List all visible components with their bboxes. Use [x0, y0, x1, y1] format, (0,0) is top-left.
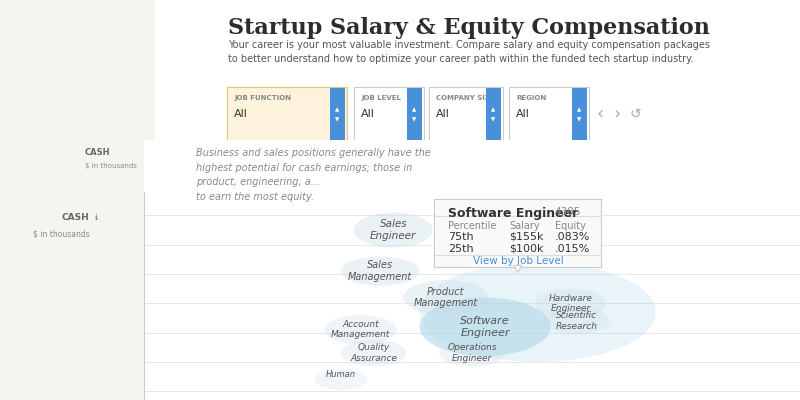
- Text: JOB FUNCTION: JOB FUNCTION: [234, 95, 291, 101]
- Text: $ in thousands: $ in thousands: [85, 163, 137, 170]
- Ellipse shape: [419, 262, 656, 362]
- Ellipse shape: [544, 308, 610, 334]
- Text: 25th: 25th: [448, 244, 474, 254]
- Text: ℹ: ℹ: [95, 213, 98, 222]
- FancyBboxPatch shape: [354, 87, 424, 141]
- Text: Operations
Engineer: Operations Engineer: [447, 344, 497, 363]
- Text: 75th: 75th: [448, 232, 474, 242]
- FancyBboxPatch shape: [509, 87, 589, 141]
- Ellipse shape: [439, 340, 505, 366]
- Text: Equity: Equity: [554, 221, 586, 231]
- Text: Your career is your most valuable investment. Compare salary and equity compensa: Your career is your most valuable invest…: [228, 40, 710, 64]
- Text: Hardware
Engineer: Hardware Engineer: [549, 294, 592, 313]
- Text: ▼: ▼: [491, 118, 496, 122]
- Text: Human: Human: [326, 370, 356, 389]
- Text: Software Engineer: Software Engineer: [448, 207, 578, 220]
- Text: ▼: ▼: [578, 118, 582, 122]
- Text: Account
Management: Account Management: [331, 320, 390, 339]
- Text: Business and sales positions generally have the
highest potential for cash earni: Business and sales positions generally h…: [197, 148, 431, 202]
- Text: CASH: CASH: [62, 213, 90, 222]
- Ellipse shape: [341, 340, 406, 366]
- Text: ▲: ▲: [491, 108, 496, 112]
- Text: 110: 110: [113, 357, 131, 367]
- Text: All: All: [436, 109, 450, 119]
- Polygon shape: [514, 265, 522, 272]
- Text: $155k: $155k: [510, 232, 544, 242]
- Text: ▲: ▲: [578, 108, 582, 112]
- Ellipse shape: [534, 289, 606, 318]
- Text: 160: 160: [113, 210, 131, 220]
- Ellipse shape: [341, 256, 419, 286]
- Text: All: All: [361, 109, 375, 119]
- Text: Sales
Engineer: Sales Engineer: [370, 219, 417, 241]
- FancyBboxPatch shape: [227, 87, 347, 141]
- FancyBboxPatch shape: [486, 88, 501, 140]
- Text: All: All: [234, 109, 248, 119]
- Text: View by Job Level: View by Job Level: [473, 256, 563, 266]
- Text: Salary: Salary: [510, 221, 540, 231]
- Text: .015%: .015%: [554, 244, 590, 254]
- FancyBboxPatch shape: [407, 88, 422, 140]
- Text: ▼: ▼: [412, 118, 417, 122]
- Text: Quality
Assurance: Quality Assurance: [350, 344, 397, 363]
- FancyBboxPatch shape: [155, 0, 800, 192]
- Ellipse shape: [354, 212, 433, 248]
- Ellipse shape: [403, 280, 488, 315]
- Text: ▲: ▲: [335, 108, 340, 112]
- Text: 4385: 4385: [554, 207, 581, 217]
- Text: JOB LEVEL: JOB LEVEL: [361, 95, 401, 101]
- Text: Sales
Management: Sales Management: [348, 260, 412, 282]
- Text: ▲: ▲: [412, 108, 417, 112]
- Text: Startup Salary & Equity Compensation: Startup Salary & Equity Compensation: [228, 17, 710, 39]
- Ellipse shape: [325, 315, 397, 344]
- Text: ↺: ↺: [629, 107, 641, 121]
- Text: ›: ›: [614, 105, 621, 123]
- Text: All: All: [516, 109, 530, 119]
- FancyBboxPatch shape: [572, 88, 587, 140]
- Text: $100k: $100k: [510, 244, 544, 254]
- Text: ▼: ▼: [335, 118, 340, 122]
- Text: Product
Management: Product Management: [414, 287, 478, 308]
- Text: 140: 140: [113, 269, 131, 279]
- Text: Percentile: Percentile: [448, 221, 496, 231]
- Ellipse shape: [419, 298, 550, 356]
- Text: $ in thousands: $ in thousands: [33, 230, 90, 238]
- Text: REGION: REGION: [516, 95, 546, 101]
- Text: Software
Engineer: Software Engineer: [460, 316, 510, 338]
- Text: 100: 100: [113, 386, 131, 396]
- Text: Scientific
Research: Scientific Research: [556, 311, 598, 331]
- Text: 150: 150: [112, 240, 131, 250]
- Text: .083%: .083%: [554, 232, 590, 242]
- Text: 130: 130: [113, 298, 131, 308]
- Text: CASH: CASH: [85, 148, 110, 157]
- Text: 120: 120: [112, 328, 131, 338]
- Text: COMPANY SIZE: COMPANY SIZE: [436, 95, 494, 101]
- Text: ‹: ‹: [596, 105, 604, 123]
- FancyBboxPatch shape: [330, 88, 345, 140]
- Ellipse shape: [314, 369, 367, 390]
- FancyBboxPatch shape: [429, 87, 503, 141]
